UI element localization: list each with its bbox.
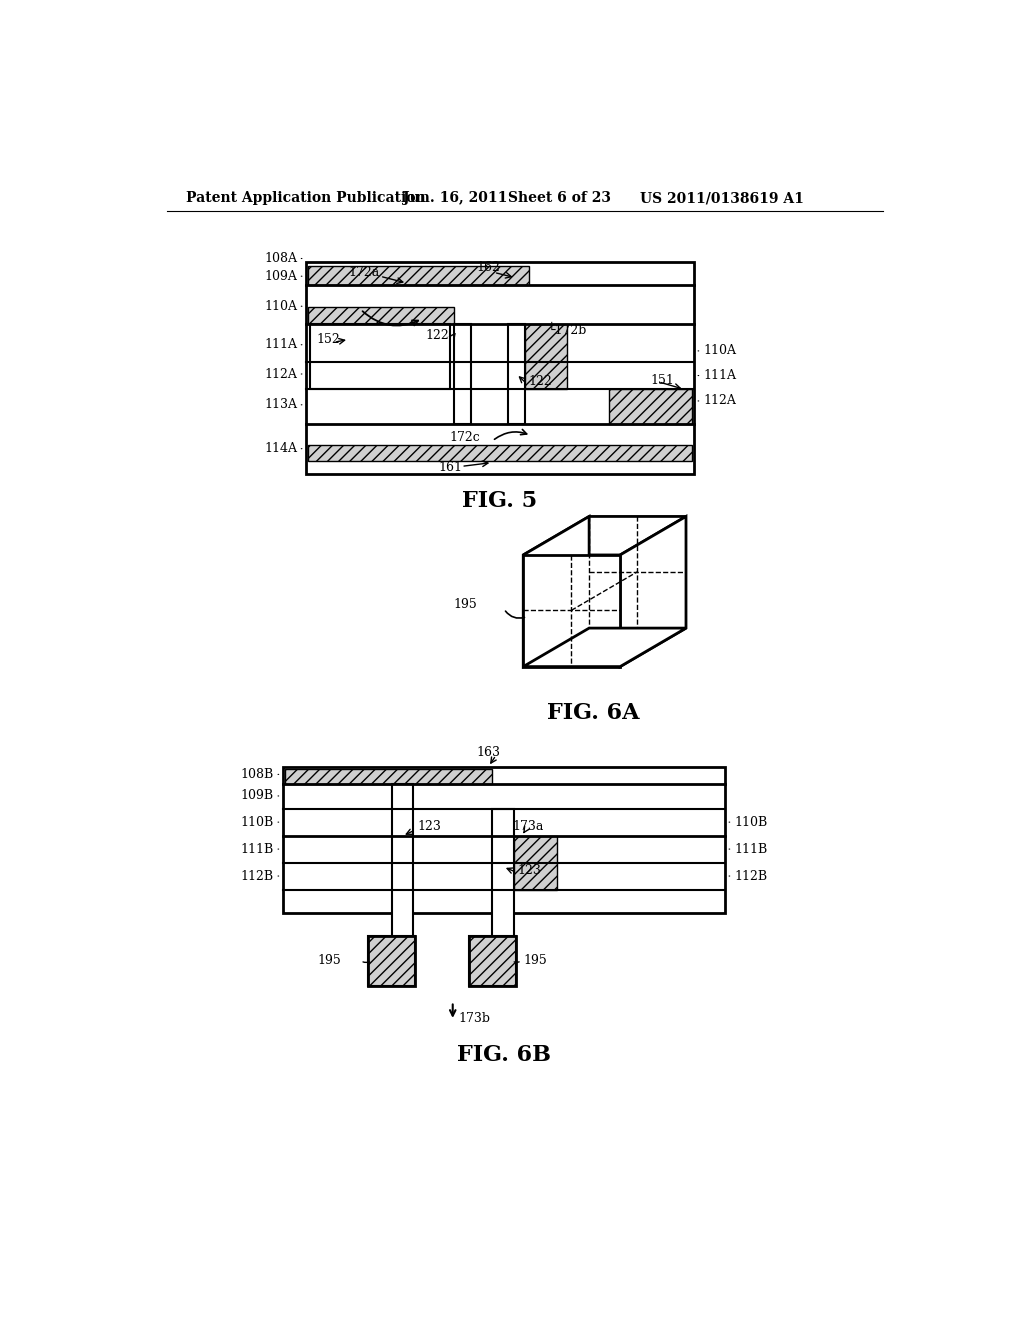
Text: 152: 152 bbox=[316, 333, 340, 346]
Polygon shape bbox=[523, 516, 589, 667]
Text: 123: 123 bbox=[417, 820, 441, 833]
Text: 110A: 110A bbox=[264, 300, 297, 313]
Text: 173b: 173b bbox=[459, 1012, 490, 1026]
Text: 163: 163 bbox=[477, 746, 501, 759]
Text: 195: 195 bbox=[454, 598, 477, 611]
Text: 111B: 111B bbox=[734, 842, 767, 855]
Bar bbox=[306, 263, 693, 474]
Text: FIG. 5: FIG. 5 bbox=[463, 490, 538, 512]
Text: 111B: 111B bbox=[241, 842, 273, 855]
Bar bbox=[469, 936, 515, 986]
Text: Jun. 16, 2011: Jun. 16, 2011 bbox=[403, 191, 508, 206]
Text: 109B: 109B bbox=[241, 789, 273, 803]
Polygon shape bbox=[523, 628, 686, 667]
Text: 112B: 112B bbox=[734, 870, 767, 883]
Text: 172c: 172c bbox=[450, 432, 480, 445]
Bar bbox=[508, 323, 524, 424]
Polygon shape bbox=[523, 516, 686, 554]
Text: 111A: 111A bbox=[703, 370, 736, 381]
Bar bbox=[369, 936, 415, 986]
Text: 110A: 110A bbox=[703, 345, 736, 358]
Bar bbox=[310, 323, 450, 389]
Text: 195: 195 bbox=[317, 954, 341, 968]
Text: 111A: 111A bbox=[264, 338, 297, 351]
Text: 112A: 112A bbox=[703, 395, 736, 408]
Bar bbox=[285, 770, 493, 784]
Text: 108A: 108A bbox=[264, 252, 297, 265]
Bar bbox=[469, 936, 515, 986]
Bar bbox=[493, 809, 514, 956]
Text: 162: 162 bbox=[477, 261, 501, 275]
Text: 122: 122 bbox=[528, 375, 552, 388]
Polygon shape bbox=[523, 554, 621, 667]
Text: └172b: └172b bbox=[548, 323, 588, 337]
Text: 123: 123 bbox=[518, 865, 542, 878]
Text: 109A: 109A bbox=[264, 269, 297, 282]
Text: 151: 151 bbox=[650, 374, 674, 387]
Text: 114A: 114A bbox=[264, 442, 297, 455]
Bar bbox=[308, 308, 454, 323]
Text: Patent Application Publication: Patent Application Publication bbox=[186, 191, 426, 206]
Text: FIG. 6B: FIG. 6B bbox=[457, 1044, 551, 1067]
Text: 108B: 108B bbox=[241, 768, 273, 781]
Polygon shape bbox=[621, 516, 686, 667]
Bar bbox=[524, 323, 567, 389]
Text: 110B: 110B bbox=[734, 816, 767, 829]
Text: 112A: 112A bbox=[264, 367, 297, 380]
Bar bbox=[308, 267, 529, 285]
Text: 113A: 113A bbox=[264, 399, 297, 412]
Text: 122: 122 bbox=[426, 329, 450, 342]
Text: Sheet 6 of 23: Sheet 6 of 23 bbox=[508, 191, 610, 206]
Bar bbox=[454, 323, 471, 424]
Text: 112B: 112B bbox=[241, 870, 273, 883]
Text: 195: 195 bbox=[523, 954, 547, 968]
Bar bbox=[514, 836, 557, 890]
Bar bbox=[369, 936, 415, 986]
Text: FIG. 6A: FIG. 6A bbox=[547, 702, 639, 723]
Text: 172a: 172a bbox=[349, 265, 380, 279]
Bar bbox=[391, 784, 414, 956]
Text: 161: 161 bbox=[438, 462, 462, 474]
Bar bbox=[308, 445, 692, 461]
Text: 110B: 110B bbox=[241, 816, 273, 829]
Bar bbox=[283, 767, 725, 913]
Text: US 2011/0138619 A1: US 2011/0138619 A1 bbox=[640, 191, 804, 206]
Bar bbox=[608, 389, 692, 424]
Text: 173a: 173a bbox=[512, 820, 544, 833]
